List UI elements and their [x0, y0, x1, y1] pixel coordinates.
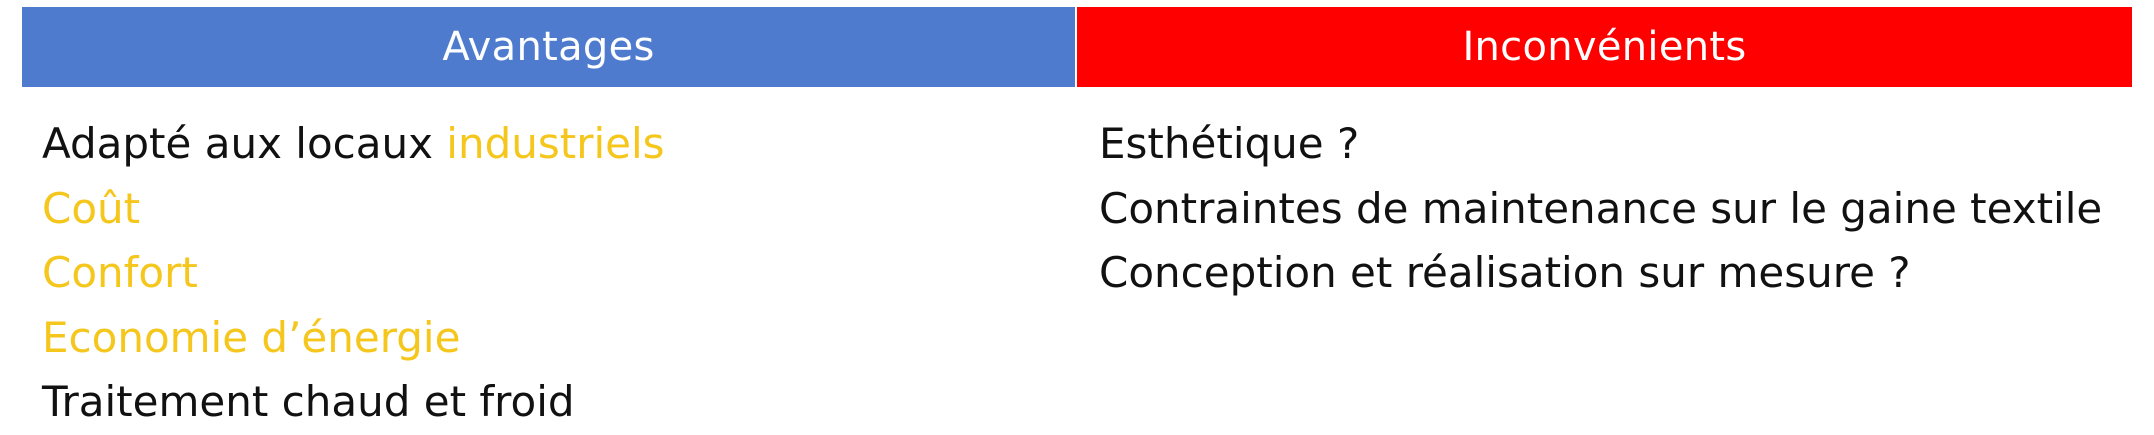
advantage-item-text: Adapté aux locaux	[42, 119, 447, 168]
table-body-row: Adapté aux locaux industriels Coût Confo…	[22, 89, 2132, 435]
advantage-item-text: Traitement chaud et froid	[42, 377, 575, 426]
disadvantage-item: Conception et réalisation sur mesure ?	[1099, 248, 1911, 297]
advantage-item-highlight: Coût	[42, 183, 141, 233]
advantages-header: Avantages	[22, 7, 1077, 87]
disadvantages-header-label: Inconvénients	[1462, 24, 1747, 70]
advantage-item: Traitement chaud et froid	[42, 370, 1077, 435]
advantage-item: Adapté aux locaux industriels	[42, 112, 1077, 177]
advantage-item: Economie d’énergie	[42, 306, 1077, 371]
disadvantages-column: Esthétique ? Contraintes de maintenance …	[1077, 89, 2132, 435]
table-header-row: Avantages Inconvénients	[22, 7, 2132, 87]
advantage-item: Coût	[42, 177, 1077, 242]
advantage-item-highlight: Economie d’énergie	[42, 312, 461, 362]
disadvantage-item: Contraintes de maintenance sur le gaine …	[1099, 183, 2103, 233]
advantages-column: Adapté aux locaux industriels Coût Confo…	[22, 89, 1077, 435]
header-divider	[22, 87, 2132, 89]
advantage-item: Confort	[42, 241, 1077, 306]
pros-cons-table: Avantages Inconvénients Adapté aux locau…	[22, 7, 2132, 435]
advantage-item-highlight: Confort	[42, 248, 198, 297]
advantage-item-highlight: industriels	[446, 119, 665, 168]
disadvantages-header: Inconvénients	[1077, 7, 2132, 87]
disadvantage-item: Esthétique ?	[1099, 119, 1360, 168]
advantages-header-label: Avantages	[442, 24, 655, 70]
